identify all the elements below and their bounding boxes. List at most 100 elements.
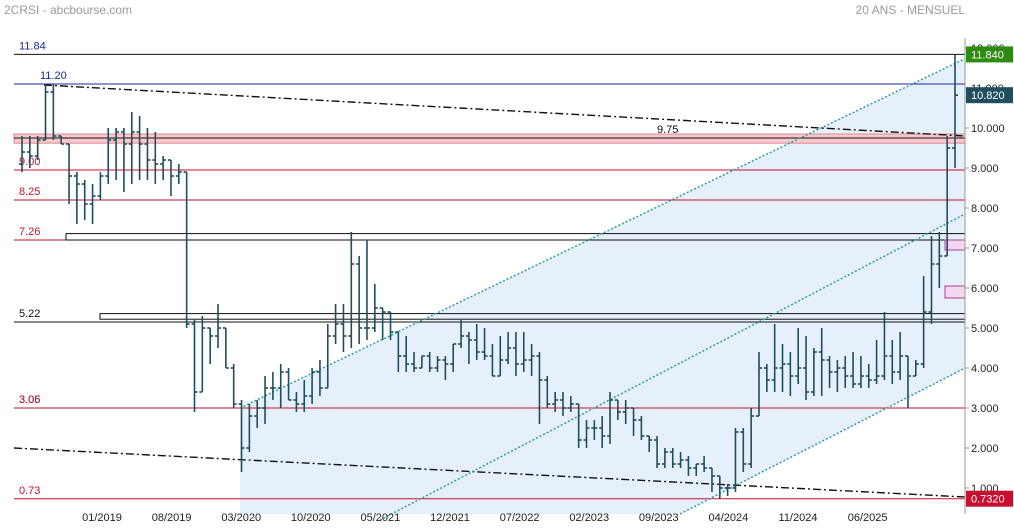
ohlc-bar [552, 392, 559, 412]
ohlc-bar [238, 400, 245, 472]
ohlc-bar [254, 400, 261, 428]
ohlc-bars [19, 54, 958, 499]
ohlc-bar [528, 344, 535, 376]
ohlc-bar [638, 416, 645, 440]
resistance-zone [13, 133, 966, 144]
ohlc-bar [763, 364, 770, 392]
ohlc-bar [395, 331, 402, 372]
ohlc-bar [599, 416, 606, 448]
level-label: 3.06 [19, 394, 40, 406]
ohlc-bar [230, 364, 237, 408]
ohlc-bar [583, 420, 590, 448]
x-tick-label: 02/2023 [569, 512, 609, 524]
ohlc-bar [73, 172, 80, 224]
ohlc-bar [920, 276, 927, 368]
y-axis: 1.0002.0003.0004.0005.0006.0007.0008.000… [964, 38, 1005, 514]
svg-text:10.820: 10.820 [971, 90, 1005, 102]
x-tick-label: 10/2020 [291, 512, 331, 524]
ohlc-bar [912, 360, 919, 377]
ohlc-bar [630, 407, 637, 436]
ohlc-bar [803, 336, 810, 400]
ohlc-bar [654, 436, 661, 468]
ohlc-bar [285, 368, 292, 401]
level-label: 8.25 [19, 186, 40, 198]
ohlc-bar [81, 180, 88, 220]
ohlc-bar [58, 135, 65, 145]
y-tick-label: 10.000 [971, 123, 1005, 135]
ohlc-bar [810, 348, 817, 396]
ohlc-bar [301, 380, 308, 412]
ohlc-bar [536, 352, 543, 424]
x-tick-label: 01/2019 [82, 512, 122, 524]
ohlc-bar [850, 352, 857, 388]
y-tick-label: 9.000 [971, 163, 999, 175]
ohlc-bar [818, 328, 825, 396]
ohlc-bar [465, 332, 472, 364]
ohlc-bar [34, 136, 41, 160]
ohlc-bar [19, 136, 25, 172]
level-label: 7.26 [19, 226, 40, 238]
ohlc-bar [544, 376, 551, 408]
ohlc-bar [944, 136, 951, 257]
ohlc-bar [881, 312, 888, 380]
level-label: 3.05 [19, 394, 40, 406]
ohlc-bar [889, 340, 896, 384]
ohlc-bar [26, 136, 33, 168]
ohlc-bar [559, 392, 566, 416]
ohlc-bar [724, 484, 731, 496]
ohlc-bar [567, 396, 574, 412]
y-tick-label: 5.000 [971, 323, 999, 335]
ohlc-bar [458, 320, 465, 348]
ohlc-bar [795, 328, 802, 384]
x-tick-label: 11/2024 [779, 512, 818, 524]
ohlc-bar [928, 236, 935, 324]
ohlc-bar [865, 364, 872, 388]
ohlc-bar [575, 403, 582, 448]
ohlc-bar [779, 344, 786, 392]
ohlc-bar [489, 344, 496, 377]
channel-fill [240, 58, 965, 514]
ohlc-bar [622, 400, 629, 424]
ohlc-bar [356, 256, 363, 344]
ohlc-bar [199, 316, 206, 393]
ohlc-bar [834, 360, 841, 392]
price-badge: 10.820 [966, 87, 1013, 104]
y-tick-label: 4.000 [971, 363, 999, 375]
x-tick-label: 09/2023 [639, 512, 679, 524]
ohlc-bar [411, 352, 418, 372]
ohlc-bar [685, 456, 692, 476]
resistance-trendline [43, 84, 966, 137]
ohlc-bar [89, 184, 96, 224]
ohlc-bar [136, 116, 143, 180]
ohlc-bar [42, 84, 49, 141]
ohlc-bar [324, 324, 331, 389]
ohlc-bar [708, 467, 715, 492]
ohlc-bar [191, 320, 198, 412]
ohlc-bar [646, 435, 653, 452]
x-tick-label: 12/2021 [430, 512, 470, 524]
ohlc-bar [262, 376, 269, 424]
ohlc-bar [732, 428, 739, 492]
ohlc-bar [309, 368, 316, 404]
ohlc-bar [97, 172, 104, 200]
ohlc-bar [520, 332, 527, 372]
ohlc-bar [332, 304, 339, 344]
x-axis: 01/2019 08/2019 03/2020 10/2020 05/2021 12/20… [82, 512, 887, 524]
x-tick-label: 06/2025 [848, 512, 888, 524]
ohlc-bar [128, 112, 135, 184]
ohlc-bar [481, 328, 488, 360]
chart-period-label: 20 ANS - MENSUEL [855, 3, 965, 17]
ohlc-bar [755, 352, 762, 417]
ohlc-bar [144, 128, 151, 180]
ohlc-bar [152, 132, 159, 184]
y-tick-label: 2.000 [971, 443, 999, 455]
ohlc-bar [50, 84, 57, 140]
chart-source-label: 2CRSI - abcbourse.com [4, 3, 133, 17]
svg-text:11.840: 11.840 [971, 49, 1004, 61]
ohlc-bar [379, 307, 386, 340]
gap-box [944, 285, 966, 299]
y-tick-label: 3.000 [971, 403, 999, 415]
ohlc-bar [215, 304, 222, 348]
level-label: 11.20 [40, 70, 67, 82]
